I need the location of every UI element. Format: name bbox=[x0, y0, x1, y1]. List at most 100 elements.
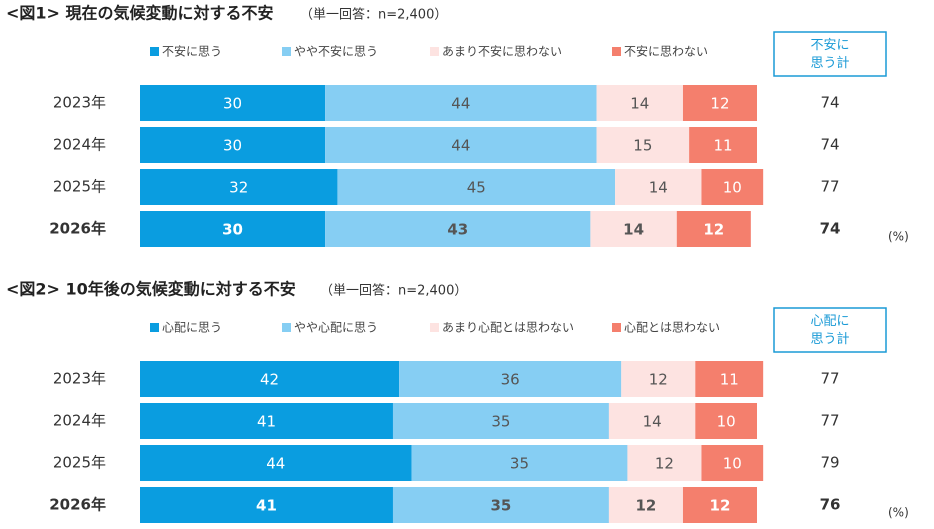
bar-segment bbox=[608, 403, 696, 439]
legend-label: やや心配に思う bbox=[294, 321, 378, 335]
legend-label: 不安に思う bbox=[162, 44, 222, 59]
bar-segment bbox=[701, 169, 764, 205]
data-label: 12 bbox=[649, 371, 668, 389]
totals-header-box bbox=[773, 307, 887, 353]
total-value: 76 bbox=[820, 496, 841, 514]
year-label: 2023年 bbox=[53, 370, 106, 388]
legend-swatch bbox=[150, 323, 159, 332]
data-label: 12 bbox=[710, 497, 731, 515]
bar-segment bbox=[399, 361, 622, 397]
chart-title: <図1> 現在の気候変動に対する不安 bbox=[6, 4, 274, 23]
bar-segment bbox=[608, 487, 683, 523]
bar-segment bbox=[140, 127, 326, 163]
totals-header: 心配に思う計 bbox=[810, 314, 849, 347]
bar-segment bbox=[596, 85, 683, 121]
bar-segment bbox=[140, 403, 393, 439]
total-value: 77 bbox=[820, 412, 839, 430]
data-label: 14 bbox=[643, 413, 662, 431]
bar-segment bbox=[411, 445, 628, 481]
data-label: 10 bbox=[717, 413, 736, 431]
data-label: 10 bbox=[723, 179, 742, 197]
bar-segment bbox=[682, 85, 757, 121]
chart-title: <図2> 10年後の気候変動に対する不安 bbox=[6, 280, 296, 299]
data-label: 41 bbox=[257, 413, 276, 431]
data-label: 11 bbox=[720, 371, 739, 389]
data-label: 35 bbox=[510, 455, 529, 473]
data-label: 12 bbox=[710, 95, 729, 113]
legend-label: 心配に思う bbox=[162, 321, 222, 335]
legend-label: 心配とは思わない bbox=[624, 321, 720, 335]
data-label: 32 bbox=[229, 179, 248, 197]
data-label: 30 bbox=[222, 221, 243, 239]
data-label: 15 bbox=[633, 137, 652, 155]
legend-swatch bbox=[150, 47, 159, 56]
unit-label: (%) bbox=[888, 230, 909, 244]
data-label: 12 bbox=[655, 455, 674, 473]
data-label: 35 bbox=[491, 497, 512, 515]
year-label: 2024年 bbox=[53, 412, 106, 430]
bar-segment bbox=[676, 211, 751, 247]
data-label: 44 bbox=[266, 455, 285, 473]
legend-label: 不安に思わない bbox=[624, 44, 708, 59]
total-value: 74 bbox=[820, 136, 839, 154]
data-label: 43 bbox=[447, 221, 468, 239]
chart-subtitle: （単一回答：n=2,400） bbox=[320, 283, 467, 299]
bar-segment bbox=[596, 127, 690, 163]
legend-swatch bbox=[430, 323, 439, 332]
bar-segment bbox=[140, 361, 400, 397]
unit-label: (%) bbox=[888, 506, 909, 520]
year-label: 2025年 bbox=[53, 454, 106, 472]
bar-segment bbox=[140, 211, 326, 247]
data-label: 14 bbox=[630, 95, 649, 113]
total-value: 74 bbox=[820, 94, 839, 112]
bar-segment bbox=[621, 361, 696, 397]
bar-segment bbox=[615, 169, 702, 205]
data-label: 36 bbox=[501, 371, 520, 389]
bar-segment bbox=[325, 85, 597, 121]
data-label: 10 bbox=[723, 455, 742, 473]
data-label: 12 bbox=[703, 221, 724, 239]
bar-segment bbox=[325, 211, 591, 247]
data-label: 12 bbox=[636, 497, 657, 515]
data-label: 44 bbox=[451, 95, 470, 113]
bar-segment bbox=[590, 211, 677, 247]
data-label: 35 bbox=[491, 413, 510, 431]
bar-segment bbox=[392, 403, 609, 439]
bar-segment bbox=[392, 487, 609, 523]
legend-label: やや不安に思う bbox=[294, 44, 378, 59]
total-value: 77 bbox=[820, 178, 839, 196]
year-label: 2024年 bbox=[53, 136, 106, 154]
bar-segment bbox=[337, 169, 616, 205]
legend-swatch bbox=[612, 323, 621, 332]
bar-segment bbox=[627, 445, 702, 481]
bar-segment bbox=[689, 127, 757, 163]
legend-swatch bbox=[612, 47, 621, 56]
legend-swatch bbox=[430, 47, 439, 56]
totals-header: 不安に思う計 bbox=[810, 38, 849, 71]
totals-header-box bbox=[773, 31, 887, 77]
year-label: 2026年 bbox=[49, 496, 106, 514]
legend-swatch bbox=[282, 323, 291, 332]
bar-segment bbox=[140, 169, 338, 205]
data-label: 41 bbox=[256, 497, 277, 515]
data-label: 14 bbox=[623, 221, 644, 239]
total-value: 77 bbox=[820, 370, 839, 388]
data-label: 11 bbox=[714, 137, 733, 155]
legend-label: あまり不安に思わない bbox=[442, 44, 562, 59]
year-label: 2023年 bbox=[53, 94, 106, 112]
total-value: 74 bbox=[820, 220, 841, 238]
chart-subtitle: （単一回答：n=2,400） bbox=[300, 7, 447, 23]
data-label: 30 bbox=[223, 95, 242, 113]
total-value: 79 bbox=[820, 454, 839, 472]
bar-segment bbox=[140, 85, 326, 121]
bar-segment bbox=[140, 445, 412, 481]
data-label: 14 bbox=[649, 179, 668, 197]
year-label: 2025年 bbox=[53, 178, 106, 196]
data-label: 42 bbox=[260, 371, 279, 389]
bar-segment bbox=[140, 487, 393, 523]
bar-segment bbox=[695, 361, 764, 397]
bar-segment bbox=[325, 127, 597, 163]
legend-label: あまり心配とは思わない bbox=[442, 321, 574, 335]
bar-segment bbox=[682, 487, 757, 523]
